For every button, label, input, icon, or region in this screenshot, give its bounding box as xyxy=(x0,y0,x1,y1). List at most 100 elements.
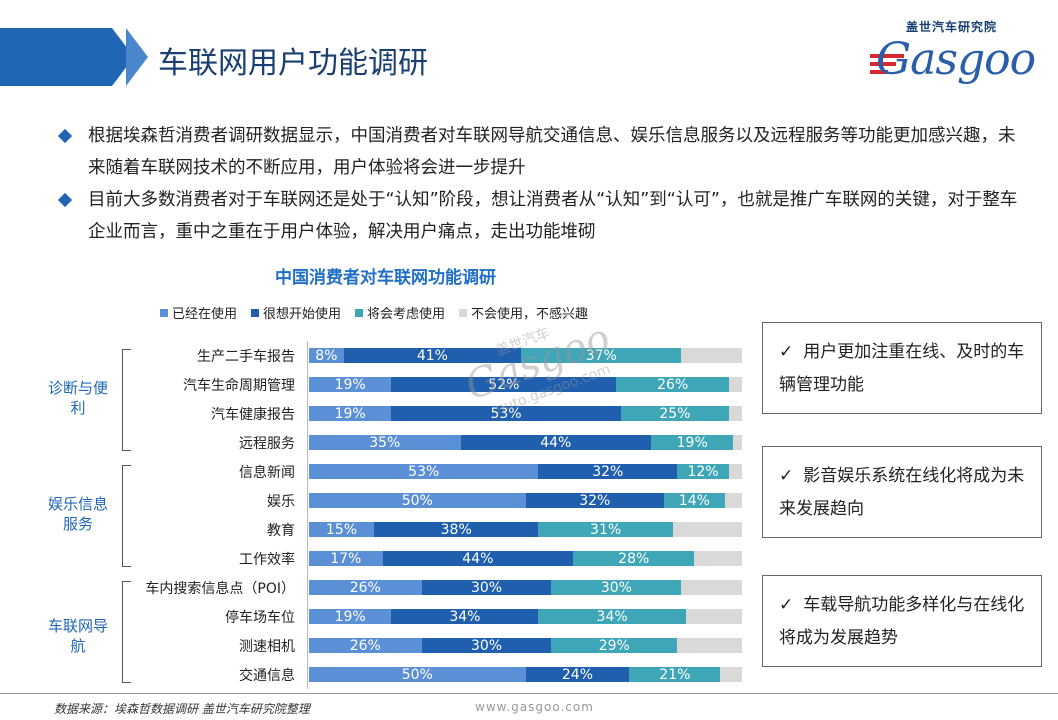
bar-segment: 35% xyxy=(309,435,461,451)
data-label: 15% xyxy=(325,521,358,538)
bar-segment: 8% xyxy=(309,348,344,364)
bar-segment: 21% xyxy=(629,666,721,683)
bar-segment: 53% xyxy=(391,406,621,422)
data-label: 26% xyxy=(657,376,689,393)
diamond-bullet-icon xyxy=(57,192,73,208)
diamond-bullet-icon xyxy=(57,128,73,144)
group-label-diagnostics: 诊断与便利 xyxy=(48,379,109,417)
check-icon: ✓ xyxy=(779,466,794,486)
category-label: 车内搜索信息点（POI） xyxy=(145,581,295,597)
legend-item: 将会考虑使用 xyxy=(355,303,445,322)
group-label-navigation: 车联网导航 xyxy=(48,617,109,655)
data-label: 26% xyxy=(349,637,381,654)
data-label: 41% xyxy=(416,347,448,364)
bar-segment: 38% xyxy=(373,521,539,538)
bar-segment: 50% xyxy=(309,492,526,509)
data-label: 44% xyxy=(462,550,494,567)
bar-segment: 32% xyxy=(525,493,665,509)
data-label: 24% xyxy=(561,666,594,683)
bar-segment: 19% xyxy=(309,405,392,422)
insight-box-3: ✓ 车载导航功能多样化与在线化将成为发展趋势 xyxy=(762,575,1042,667)
bar-segment: 28% xyxy=(573,550,695,567)
bar-segment: 31% xyxy=(538,521,673,538)
bar-segment: 15% xyxy=(309,521,374,538)
bar-segment xyxy=(681,580,742,595)
category-label: 远程服务 xyxy=(239,436,295,452)
data-label: 32% xyxy=(592,463,624,480)
data-label: 31% xyxy=(590,521,622,538)
footer-divider xyxy=(0,693,1058,694)
logo-stripe xyxy=(870,70,888,74)
chevron-decoration xyxy=(126,28,148,86)
chart-legend: 已经在使用 很想开始使用 将会考虑使用 不会使用，不感兴趣 xyxy=(160,303,588,322)
check-icon: ✓ xyxy=(779,595,794,615)
bar-segment: 34% xyxy=(391,609,539,625)
bar-segment: 37% xyxy=(521,347,682,364)
bar-segment: 41% xyxy=(343,347,522,364)
logo-en-text: Gasgoo xyxy=(876,34,1036,85)
bar-segment xyxy=(724,493,742,508)
bullet-list: 根据埃森哲消费者调研数据显示，中国消费者对车联网导航交通信息、娱乐信息服务以及远… xyxy=(57,120,1018,248)
category-label: 汽车生命周期管理 xyxy=(183,378,295,394)
bar-segment: 30% xyxy=(551,580,682,596)
legend-item: 不会使用，不感兴趣 xyxy=(459,303,588,322)
data-label: 14% xyxy=(678,492,710,509)
bar-segment xyxy=(720,667,742,682)
bar-segment: 14% xyxy=(664,492,725,509)
bar-segment xyxy=(677,638,742,653)
insight-text: 车载导航功能多样化与在线化将成为发展趋势 xyxy=(779,595,1025,648)
logo-stripe xyxy=(870,62,896,66)
footer-website: www.gasgoo.com xyxy=(475,700,594,714)
data-label: 50% xyxy=(401,492,433,509)
data-label: 19% xyxy=(334,405,366,422)
bar-segment: 26% xyxy=(309,580,422,596)
data-label: 19% xyxy=(334,608,366,625)
legend-swatch xyxy=(459,308,468,317)
data-label: 21% xyxy=(659,666,691,683)
bar-segment: 50% xyxy=(309,666,526,683)
bullet-text: 目前大多数消费者对于车联网还是处于“认知”阶段，想让消费者从“认知”到“认可”，… xyxy=(88,190,1018,242)
bar-segment: 19% xyxy=(309,608,392,625)
data-label: 38% xyxy=(440,521,472,538)
bullet-text: 根据埃森哲消费者调研数据显示，中国消费者对车联网导航交通信息、娱乐信息服务以及远… xyxy=(88,126,1016,178)
bar-segment xyxy=(729,464,742,479)
data-label: 37% xyxy=(585,347,617,364)
data-label: 19% xyxy=(676,434,708,451)
data-label: 29% xyxy=(598,637,630,654)
bar-segment: 53% xyxy=(309,464,539,480)
bar-segment: 52% xyxy=(391,377,617,393)
insight-box-1: ✓ 用户更加注重在线、及时的车辆管理功能 xyxy=(762,322,1042,414)
bar-segment: 44% xyxy=(382,550,574,567)
bullet-item: 根据埃森哲消费者调研数据显示，中国消费者对车联网导航交通信息、娱乐信息服务以及远… xyxy=(57,120,1018,184)
legend-label: 不会使用，不感兴趣 xyxy=(471,307,589,322)
category-label: 停车场车位 xyxy=(225,610,295,626)
data-label: 50% xyxy=(401,666,433,683)
bar-segment: 24% xyxy=(525,666,630,683)
bar-segment: 19% xyxy=(309,376,392,393)
data-label: 34% xyxy=(596,608,628,625)
legend-swatch xyxy=(355,308,364,317)
bar-segment xyxy=(672,522,742,537)
legend-label: 很想开始使用 xyxy=(263,307,342,322)
category-label: 信息新闻 xyxy=(239,465,295,481)
data-label: 19% xyxy=(334,376,366,393)
data-label: 17% xyxy=(330,550,362,567)
check-icon: ✓ xyxy=(779,342,794,362)
bar-segment: 34% xyxy=(538,608,686,625)
bar-segment: 30% xyxy=(421,637,552,654)
data-label: 30% xyxy=(470,579,503,596)
data-source: 数据来源：埃森哲数据调研 盖世汽车研究院整理 xyxy=(54,702,310,716)
insight-text: 影音娱乐系统在线化将成为未来发展趋向 xyxy=(779,466,1025,519)
category-label: 生产二手车报告 xyxy=(197,349,295,365)
data-label: 28% xyxy=(618,550,650,567)
bar-segment: 26% xyxy=(309,637,422,654)
gasgoo-logo: 盖世汽车研究院 Gasgoo xyxy=(870,18,1050,88)
logo-stripe xyxy=(870,54,904,58)
group-bracket xyxy=(122,465,131,567)
bar-segment: 30% xyxy=(421,579,552,596)
data-label: 25% xyxy=(659,405,691,422)
bar-segment xyxy=(685,609,742,624)
category-label: 交通信息 xyxy=(239,668,295,684)
data-label: 12% xyxy=(687,463,719,480)
data-label: 30% xyxy=(470,637,503,654)
